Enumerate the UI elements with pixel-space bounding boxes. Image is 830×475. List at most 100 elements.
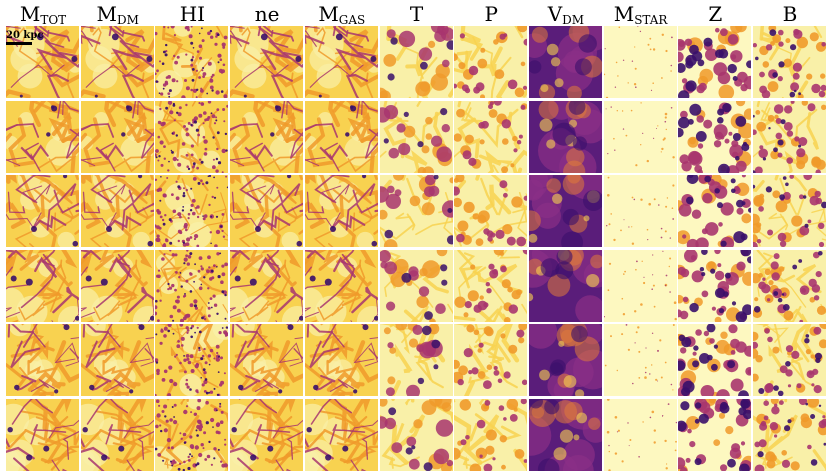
header-mdm-sub: DM — [116, 13, 139, 27]
panel-p-row-3 — [454, 175, 528, 247]
panel-image — [678, 249, 752, 322]
panel-image — [454, 100, 528, 173]
panel-image — [528, 100, 602, 173]
panel-image — [379, 249, 453, 322]
panel-image — [603, 324, 677, 396]
panel-vdm-row-1 — [528, 26, 602, 98]
panel-mdm-row-4 — [80, 249, 154, 322]
panel-image — [80, 100, 154, 173]
panel-mstar-row-6 — [603, 398, 677, 471]
header-t: T — [380, 2, 454, 26]
header-mstar-sub: STAR — [634, 13, 668, 27]
header-b-base: B — [782, 2, 798, 26]
header-vdm-base: V — [547, 2, 563, 26]
panel-image — [379, 398, 453, 471]
header-ne: ne — [230, 2, 304, 26]
panel-image — [454, 398, 528, 471]
panel-ne-row-6 — [230, 398, 304, 471]
panel-t-row-4 — [379, 249, 453, 322]
panel-image — [80, 324, 154, 396]
panel-vdm-row-2 — [528, 100, 602, 173]
header-mgas-sub: GAS — [338, 13, 366, 27]
panel-image — [304, 249, 378, 322]
panel-hi-row-1 — [155, 26, 229, 98]
panel-mdm-row-3 — [80, 175, 154, 247]
panel-mgas-row-1 — [304, 26, 378, 98]
panel-image — [304, 324, 378, 396]
panel-image — [528, 249, 602, 322]
panel-z-row-2 — [678, 100, 752, 173]
header-hi: HI — [155, 2, 229, 26]
panel-t-row-3 — [379, 175, 453, 247]
panel-image — [6, 100, 79, 173]
panel-ne-row-1 — [230, 26, 304, 98]
panel-image — [753, 398, 826, 471]
panel-t-row-1 — [379, 26, 453, 98]
panel-image — [80, 249, 154, 322]
panel-z-row-4 — [678, 249, 752, 322]
panel-image — [753, 175, 826, 247]
panel-image — [155, 175, 229, 247]
panel-image — [678, 100, 752, 173]
panel-image — [678, 324, 752, 396]
header-p-base: P — [484, 2, 498, 26]
header-vdm-sub: DM — [562, 13, 585, 27]
panel-mgas-row-4 — [304, 249, 378, 322]
header-mgas-base: M — [318, 2, 339, 26]
panel-mstar-row-3 — [603, 175, 677, 247]
panel-image — [454, 249, 528, 322]
panel-mdm-row-1 — [80, 26, 154, 98]
panel-image — [528, 26, 602, 98]
panel-image — [155, 249, 229, 322]
panel-t-row-2 — [379, 100, 453, 173]
panel-image — [454, 175, 528, 247]
panel-image — [230, 324, 304, 396]
panel-hi-row-4 — [155, 249, 229, 322]
panel-hi-row-3 — [155, 175, 229, 247]
panel-vdm-row-5 — [528, 324, 602, 396]
panel-t-row-6 — [379, 398, 453, 471]
panel-image — [6, 175, 79, 247]
panel-image — [80, 398, 154, 471]
header-z: Z — [678, 2, 752, 26]
panel-image — [454, 324, 528, 396]
panel-b-row-1 — [753, 26, 826, 98]
panel-image — [528, 175, 602, 247]
panel-image — [155, 324, 229, 396]
panel-image — [603, 398, 677, 471]
panel-z-row-6 — [678, 398, 752, 471]
column-headers: MTOT MDM HI ne MGAS T P VDM MSTAR Z B — [6, 0, 828, 27]
panel-t-row-5 — [379, 324, 453, 396]
panel-mtot-row-3 — [6, 175, 79, 247]
panel-image — [230, 398, 304, 471]
panel-hi-row-2 — [155, 100, 229, 173]
panel-image — [528, 398, 602, 471]
panel-image — [155, 398, 229, 471]
header-mtot-base: M — [19, 2, 41, 26]
panel-z-row-5 — [678, 324, 752, 396]
panel-ne-row-5 — [230, 324, 304, 396]
panel-image — [304, 398, 378, 471]
panel-mstar-row-4 — [603, 249, 677, 322]
header-mstar: MSTAR — [604, 2, 678, 32]
panel-p-row-5 — [454, 324, 528, 396]
panel-p-row-4 — [454, 249, 528, 322]
panel-image — [155, 26, 229, 98]
panel-mgas-row-3 — [304, 175, 378, 247]
panel-mdm-row-2 — [80, 100, 154, 173]
panel-ne-row-4 — [230, 249, 304, 322]
panel-mgas-row-2 — [304, 100, 378, 173]
header-hi-base: HI — [179, 2, 206, 26]
header-b: B — [753, 2, 827, 26]
panel-vdm-row-3 — [528, 175, 602, 247]
panel-mtot-row-4 — [6, 249, 79, 322]
panel-image — [603, 26, 677, 98]
panel-image — [753, 324, 826, 396]
panel-b-row-5 — [753, 324, 826, 396]
panel-image — [528, 324, 602, 396]
panel-b-row-6 — [753, 398, 826, 471]
panel-vdm-row-4 — [528, 249, 602, 322]
panel-image — [230, 100, 304, 173]
panel-image — [80, 26, 154, 98]
panel-image — [6, 249, 79, 322]
